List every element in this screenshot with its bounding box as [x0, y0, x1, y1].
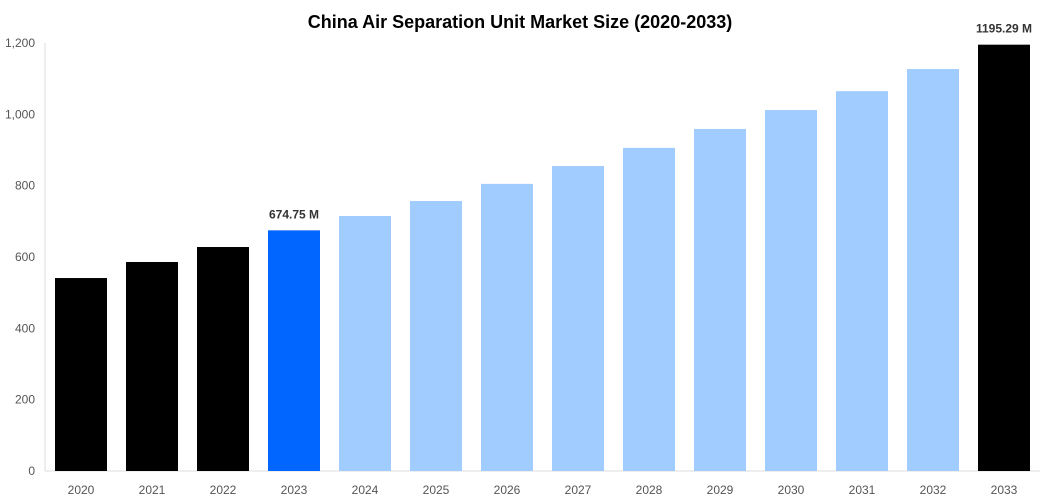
x-tick-label: 2028 [636, 483, 663, 497]
bar-2027 [552, 166, 604, 472]
bar-2029 [694, 128, 746, 471]
data-label: 1195.29 M [976, 22, 1032, 36]
bar-2025 [410, 201, 462, 471]
bar-2020 [55, 278, 107, 471]
x-tick-label: 2022 [210, 483, 237, 497]
bar-2026 [481, 183, 533, 471]
x-tick-label: 2026 [494, 483, 521, 497]
x-tick-label: 2021 [139, 483, 166, 497]
x-tick-label: 2027 [565, 483, 592, 497]
bar-2022 [197, 247, 249, 471]
y-tick-label: 800 [15, 179, 35, 193]
chart-title: China Air Separation Unit Market Size (2… [308, 12, 732, 32]
bar-2033 [978, 44, 1030, 471]
bar-2023 [268, 230, 320, 471]
x-tick-label: 2029 [707, 483, 734, 497]
y-tick-label: 200 [15, 393, 35, 407]
bar-2028 [623, 147, 675, 472]
y-tick-label: 1,000 [5, 107, 35, 121]
x-tick-label: 2020 [68, 483, 95, 497]
bar-2030 [765, 110, 817, 471]
bar-2032 [907, 69, 959, 471]
y-tick-label: 600 [15, 250, 35, 264]
y-tick-label: 0 [28, 464, 35, 478]
x-tick-label: 2033 [991, 483, 1018, 497]
x-tick-label: 2023 [281, 483, 308, 497]
bar-2031 [836, 91, 888, 472]
y-tick-label: 400 [15, 321, 35, 335]
y-tick-label: 1,200 [5, 36, 35, 50]
data-label: 674.75 M [269, 207, 319, 221]
bar-2021 [126, 261, 178, 471]
x-tick-label: 2024 [352, 483, 379, 497]
bar-2024 [339, 215, 391, 471]
x-tick-label: 2032 [920, 483, 947, 497]
x-tick-label: 2025 [423, 483, 450, 497]
x-tick-label: 2030 [778, 483, 805, 497]
x-tick-label: 2031 [849, 483, 876, 497]
